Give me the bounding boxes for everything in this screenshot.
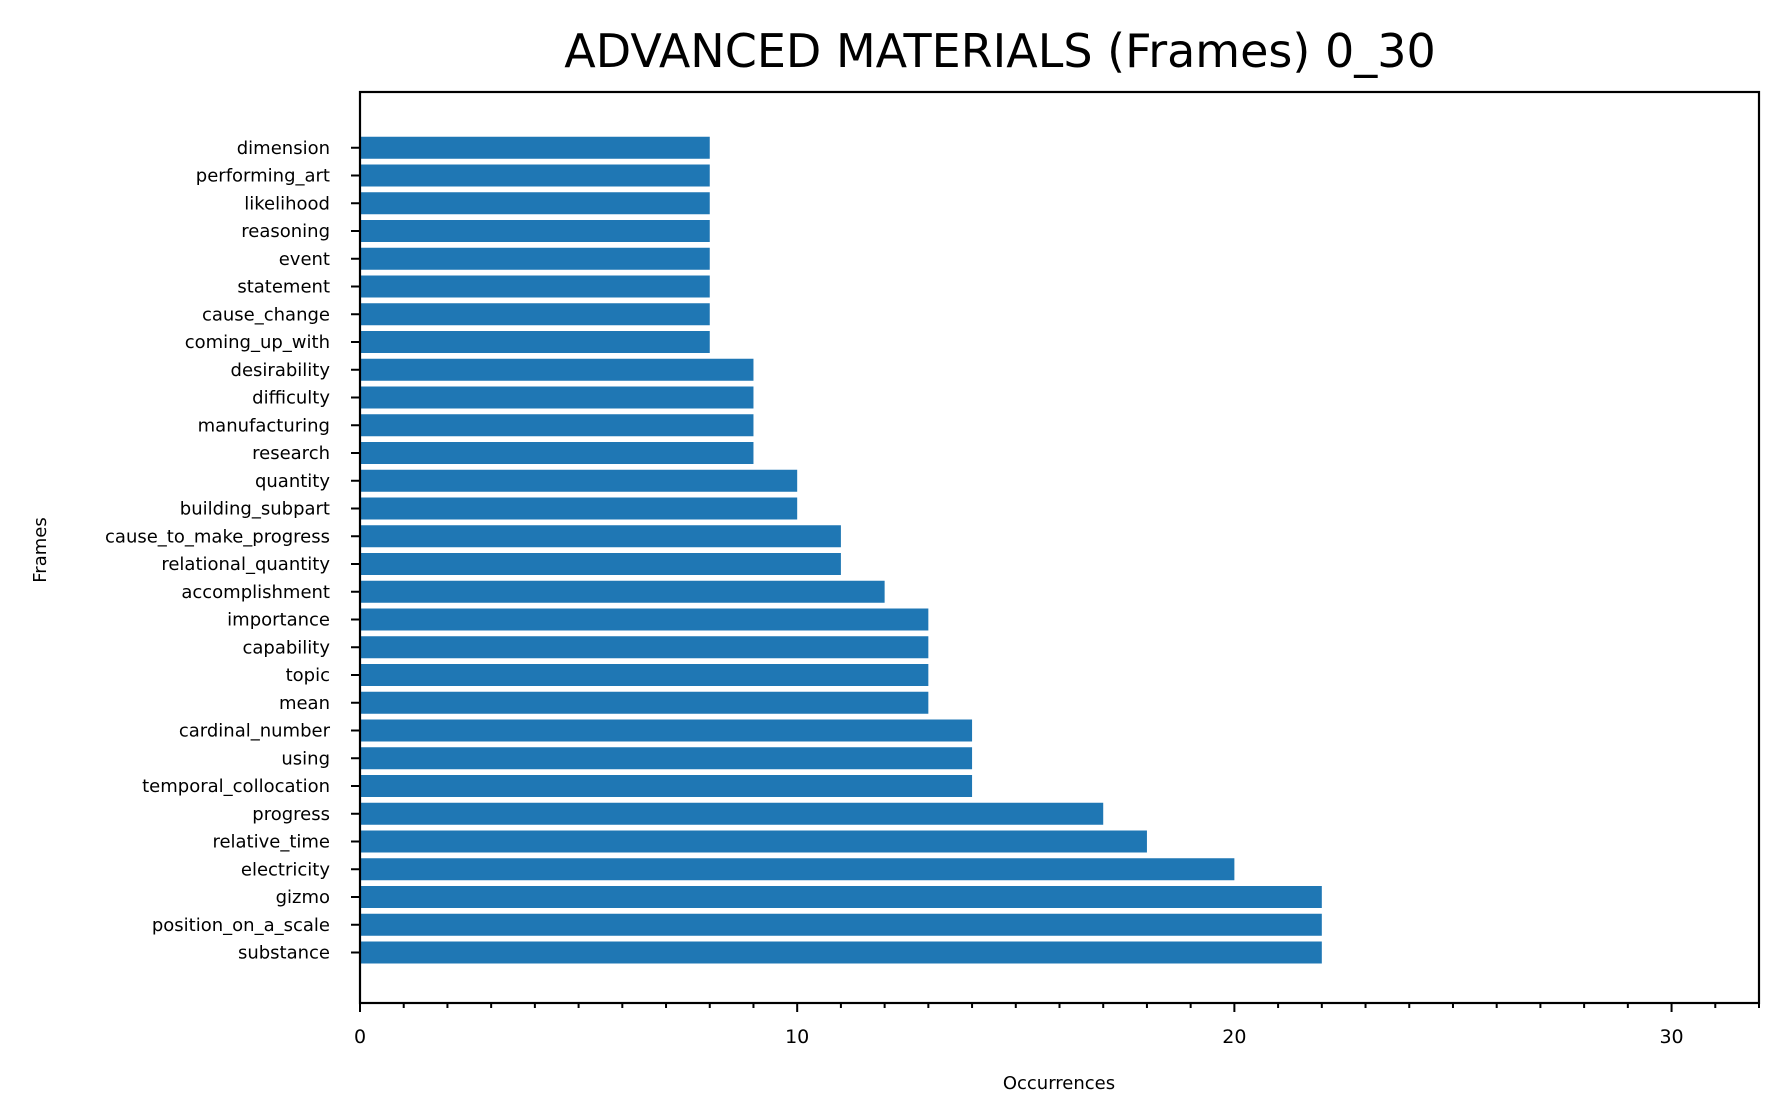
bar-dimension xyxy=(360,136,710,159)
category-label: using xyxy=(281,748,330,769)
bar-performing_art xyxy=(360,164,710,187)
x-axis-label: Occurrences xyxy=(1003,1073,1115,1094)
category-label: difficulty xyxy=(252,388,330,409)
category-label: reasoning xyxy=(241,221,330,242)
bar-event xyxy=(360,247,710,270)
bars-group xyxy=(360,136,1322,964)
bar-research xyxy=(360,442,754,464)
bar-relational_quantity xyxy=(360,553,841,575)
bar-cause_change xyxy=(360,303,710,326)
bar-importance xyxy=(360,608,929,631)
bar-using xyxy=(360,747,973,770)
x-tick-label: 20 xyxy=(1222,1026,1246,1048)
category-label: cause_to_make_progress xyxy=(105,526,330,547)
category-label: desirability xyxy=(231,360,331,381)
category-label: temporal_collocation xyxy=(142,776,330,797)
bar-accomplishment xyxy=(360,580,885,603)
x-ticks: 0 10 20 30 xyxy=(354,1003,1760,1048)
category-label: substance xyxy=(238,943,330,964)
x-tick-label: 0 xyxy=(354,1026,366,1048)
bar-likelihood xyxy=(360,192,710,215)
category-label: research xyxy=(252,443,330,464)
category-label: event xyxy=(279,249,330,270)
category-label: importance xyxy=(227,610,330,631)
bar-position_on_a_scale xyxy=(360,913,1322,936)
bar-manufacturing xyxy=(360,414,754,437)
bar-mean xyxy=(360,691,929,714)
bar-substance xyxy=(360,941,1322,964)
category-label: manufacturing xyxy=(198,415,330,436)
category-label: cause_change xyxy=(202,304,330,325)
bar-reasoning xyxy=(360,220,710,242)
bar-electricity xyxy=(360,858,1235,881)
category-label: statement xyxy=(237,277,330,298)
bar-relative_time xyxy=(360,830,1147,853)
category-label: coming_up_with xyxy=(185,332,330,353)
category-labels: substance position_on_a_scale gizmo electri… xyxy=(105,138,360,964)
bar-capability xyxy=(360,636,929,659)
category-label: electricity xyxy=(241,859,330,880)
category-label: mean xyxy=(279,693,330,714)
category-label: relational_quantity xyxy=(161,554,330,575)
category-label: building_subpart xyxy=(180,499,330,520)
bar-cause_to_make_progress xyxy=(360,525,841,548)
bar-cardinal_number xyxy=(360,719,973,742)
category-label: gizmo xyxy=(276,887,330,908)
category-label: accomplishment xyxy=(181,582,330,603)
x-tick-label: 10 xyxy=(785,1026,809,1048)
category-label: likelihood xyxy=(244,193,330,214)
chart-title: ADVANCED MATERIALS (Frames) 0_30 xyxy=(564,24,1436,78)
x-tick-label: 30 xyxy=(1659,1026,1683,1048)
bar-progress xyxy=(360,802,1104,825)
bar-difficulty xyxy=(360,386,754,409)
category-label: dimension xyxy=(237,138,330,159)
bar-coming_up_with xyxy=(360,331,710,353)
category-label: quantity xyxy=(255,471,330,492)
bar-quantity xyxy=(360,469,798,492)
bar-building_subpart xyxy=(360,497,798,520)
y-axis-label: Frames xyxy=(30,517,51,582)
category-label: cardinal_number xyxy=(179,721,331,742)
bar-desirability xyxy=(360,358,754,381)
category-label: relative_time xyxy=(212,832,330,853)
category-label: position_on_a_scale xyxy=(152,915,330,936)
category-label: topic xyxy=(286,665,330,686)
bar-statement xyxy=(360,275,710,298)
bar-topic xyxy=(360,664,929,686)
plot-frame xyxy=(358,90,1761,1005)
bar-gizmo xyxy=(360,886,1322,908)
category-label: capability xyxy=(242,637,330,658)
category-label: performing_art xyxy=(196,166,330,187)
category-label: progress xyxy=(252,804,330,825)
bar-temporal_collocation xyxy=(360,775,973,797)
